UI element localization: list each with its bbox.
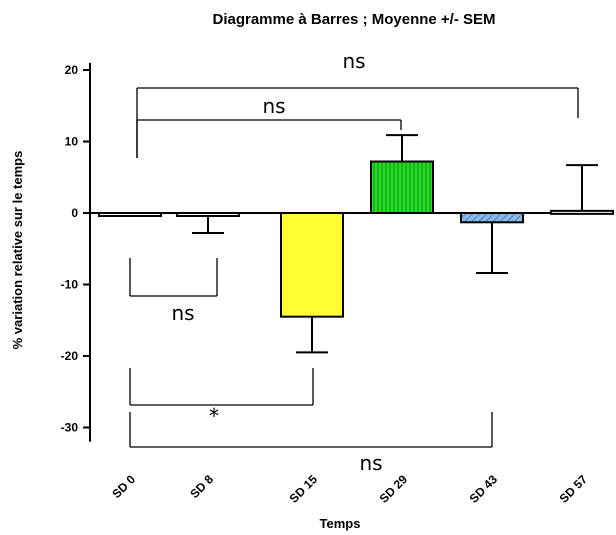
x-axis-tick-labels: SD 0 SD 8 SD 15 SD 29 SD 43 SD 57 <box>109 472 590 506</box>
y-tick-label: -10 <box>61 278 79 292</box>
x-tick-label: SD 15 <box>287 472 321 506</box>
annotation-label: * <box>209 404 219 428</box>
x-tick-label: SD 0 <box>109 472 138 501</box>
error-bars <box>192 134 598 354</box>
x-tick-label: SD 29 <box>377 472 411 506</box>
y-tick-label: 10 <box>65 135 79 149</box>
bars <box>98 160 614 318</box>
y-axis-label: % variation relative sur le temps <box>10 151 25 350</box>
annotation-label: ns <box>359 451 382 475</box>
bar-sd-43 <box>460 212 524 224</box>
y-tick-label: 20 <box>65 63 79 77</box>
x-tick-label: SD 57 <box>557 472 591 506</box>
x-tick-label: SD 43 <box>467 472 501 506</box>
bar-sd-0 <box>98 212 162 217</box>
bar-sd-57 <box>550 209 614 215</box>
y-tick-label: -20 <box>61 349 79 363</box>
annotation-label: ns <box>342 49 365 73</box>
significance-annotations: ns ns ns * ns <box>129 49 579 475</box>
bar-sd-15 <box>280 212 344 318</box>
y-tick-label: 0 <box>71 206 78 220</box>
annotation-label: ns <box>262 94 285 118</box>
x-tick-label: SD 8 <box>187 472 216 501</box>
annotation-label: ns <box>171 301 194 325</box>
y-tick-label: -30 <box>61 421 79 435</box>
x-axis-label: Temps <box>320 516 361 531</box>
bar-sd-29 <box>370 160 434 215</box>
y-axis: 20 10 0 -10 -20 -30 <box>61 62 91 442</box>
chart-title: Diagramme à Barres ; Moyenne +/- SEM <box>212 11 495 28</box>
